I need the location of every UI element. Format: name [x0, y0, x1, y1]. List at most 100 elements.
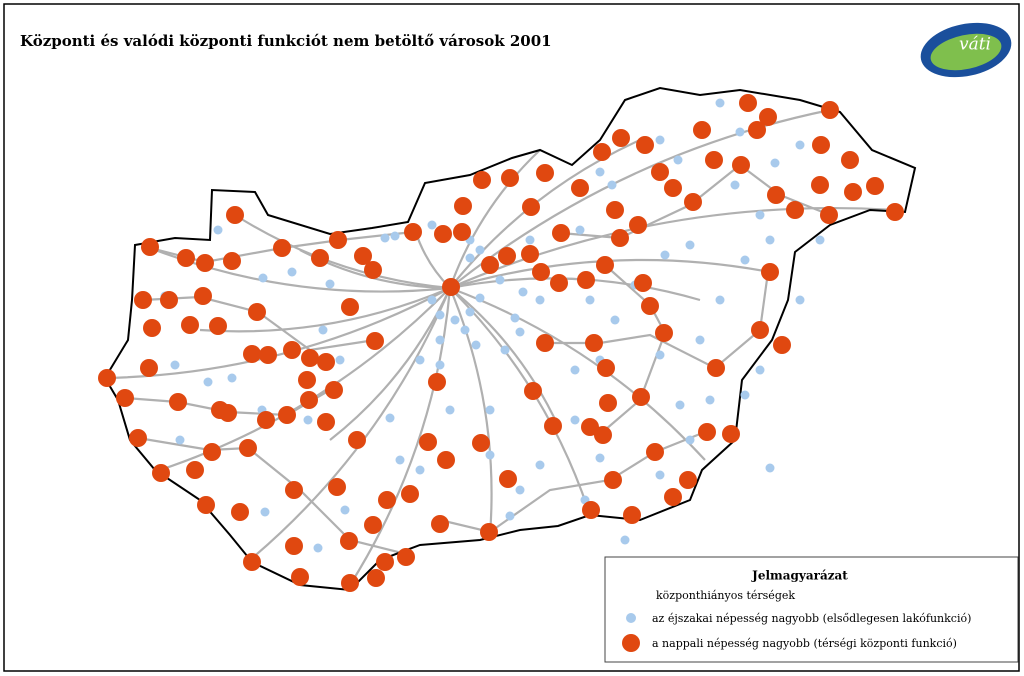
central-town: [291, 568, 309, 586]
central-town: [226, 206, 244, 224]
central-town: [611, 229, 629, 247]
central-town: [140, 359, 158, 377]
residential-town: [303, 415, 313, 425]
central-town: [501, 169, 519, 187]
central-town: [300, 391, 318, 409]
central-town: [664, 179, 682, 197]
residential-town: [570, 365, 580, 375]
residential-town: [518, 287, 528, 297]
residential-town: [620, 535, 630, 545]
central-town: [301, 349, 319, 367]
central-town: [651, 163, 669, 181]
central-town: [378, 491, 396, 509]
central-town: [454, 197, 472, 215]
central-town: [341, 298, 359, 316]
residential-town: [203, 377, 213, 387]
central-town: [751, 321, 769, 339]
central-town: [329, 231, 347, 249]
central-town: [481, 256, 499, 274]
central-town: [679, 471, 697, 489]
residential-town: [495, 275, 505, 285]
residential-town: [427, 220, 437, 230]
central-town: [532, 263, 550, 281]
central-town: [522, 198, 540, 216]
central-town: [169, 393, 187, 411]
residential-town: [575, 225, 585, 235]
central-town: [886, 203, 904, 221]
central-town: [524, 382, 542, 400]
residential-town: [655, 350, 665, 360]
central-town: [629, 216, 647, 234]
central-town: [401, 485, 419, 503]
central-town: [453, 223, 471, 241]
central-town: [596, 256, 614, 274]
central-town: [248, 303, 266, 321]
residential-town: [175, 435, 185, 445]
residential-town: [340, 505, 350, 515]
road: [449, 286, 706, 461]
central-town: [632, 388, 650, 406]
residential-town: [570, 415, 580, 425]
central-town: [844, 183, 862, 201]
central-town: [366, 332, 384, 350]
central-town: [722, 425, 740, 443]
residential-town: [607, 180, 617, 190]
central-town: [552, 224, 570, 242]
central-town: [196, 254, 214, 272]
central-town: [664, 488, 682, 506]
central-town: [285, 537, 303, 555]
central-town: [243, 553, 261, 571]
central-town: [473, 171, 491, 189]
central-town: [231, 503, 249, 521]
central-town: [841, 151, 859, 169]
central-town: [499, 470, 517, 488]
central-town: [364, 261, 382, 279]
central-town: [239, 439, 257, 457]
residential-town: [765, 463, 775, 473]
residential-town: [260, 507, 270, 517]
central-town: [259, 346, 277, 364]
central-town: [116, 389, 134, 407]
residential-town: [385, 413, 395, 423]
central-town: [821, 101, 839, 119]
residential-town: [435, 335, 445, 345]
central-town: [594, 426, 612, 444]
residential-town: [815, 235, 825, 245]
residential-town: [380, 233, 390, 243]
central-town: [693, 121, 711, 139]
residential-town: [675, 400, 685, 410]
residential-town: [318, 325, 328, 335]
central-town: [767, 186, 785, 204]
central-town: [134, 291, 152, 309]
central-town: [364, 516, 382, 534]
central-town: [707, 359, 725, 377]
central-town: [354, 247, 372, 265]
residential-town: [471, 340, 481, 350]
central-town: [597, 359, 615, 377]
residential-town: [610, 315, 620, 325]
legend: Jelmagyarázat központhiányos térségek az…: [604, 556, 1019, 663]
residential-town: [515, 485, 525, 495]
central-town: [582, 501, 600, 519]
central-town: [739, 94, 757, 112]
road: [199, 286, 451, 333]
residential-town: [735, 127, 745, 137]
legend-symbol: [622, 634, 640, 652]
central-town: [152, 464, 170, 482]
central-town: [397, 548, 415, 566]
road: [448, 149, 541, 289]
central-town: [623, 506, 641, 524]
road: [559, 163, 831, 240]
residential-town: [730, 180, 740, 190]
central-town: [812, 136, 830, 154]
legend-label: a nappali népesség nagyobb (térségi közp…: [652, 637, 957, 650]
residential-town: [770, 158, 780, 168]
residential-town: [450, 315, 460, 325]
central-town: [428, 373, 446, 391]
central-town: [348, 431, 366, 449]
central-town: [759, 108, 777, 126]
residential-town: [765, 235, 775, 245]
residential-town: [485, 405, 495, 415]
residential-town: [258, 273, 268, 283]
